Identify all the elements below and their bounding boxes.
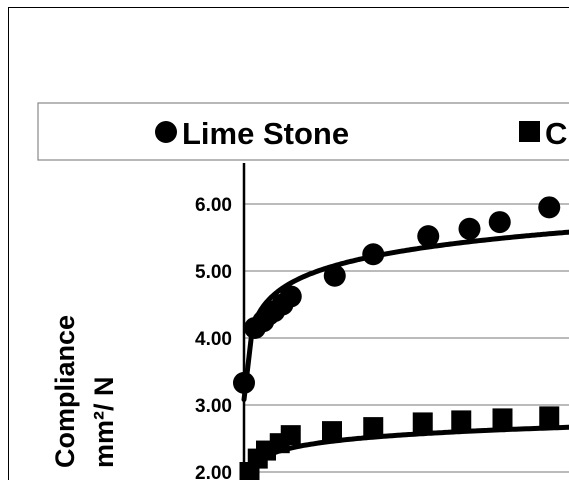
- trendlines: [241, 229, 569, 480]
- y-axis-title-line1: Compliance: [50, 315, 80, 468]
- data-marks: [233, 196, 561, 480]
- point-c-4: [280, 425, 301, 446]
- point-c-10: [539, 406, 560, 427]
- point-lime-stone-12: [538, 196, 561, 219]
- y-tick-labels: 2.00 3.00 4.00 5.00 6.00: [195, 195, 232, 480]
- point-c-9: [492, 408, 513, 429]
- legend-marker-lime-stone: [155, 121, 177, 143]
- point-c-7: [412, 412, 433, 433]
- y-tick-label-0: 2.00: [195, 463, 232, 480]
- y-tick-label-2: 4.00: [195, 329, 232, 350]
- point-c-8: [451, 410, 472, 431]
- y-axis-title: Compliance mm²/ N: [50, 315, 119, 468]
- chart-frame: [8, 7, 569, 480]
- legend-label-c: C: [545, 116, 567, 151]
- trendline-0: [241, 229, 569, 403]
- legend-box: [37, 102, 569, 161]
- point-lime-stone-0: [233, 371, 255, 394]
- point-c-5: [322, 421, 342, 442]
- point-c-6: [363, 417, 384, 438]
- y-tick-label-1: 3.00: [195, 396, 232, 417]
- gridlines: [244, 203, 569, 473]
- point-lime-stone-10: [458, 217, 481, 240]
- point-lime-stone-8: [362, 243, 385, 266]
- y-axis-title-line2: mm²/ N: [89, 376, 119, 468]
- legend-marker-c: [519, 121, 540, 142]
- point-lime-stone-9: [417, 225, 440, 248]
- point-lime-stone-6: [279, 285, 302, 308]
- point-lime-stone-11: [488, 211, 511, 234]
- y-tick-label-4: 6.00: [195, 195, 232, 216]
- trendline-1: [244, 424, 569, 480]
- point-lime-stone-7: [323, 264, 346, 287]
- y-tick-label-3: 5.00: [195, 262, 232, 283]
- legend-label-lime-stone: Lime Stone: [182, 116, 349, 151]
- legend: Lime Stone C: [37, 102, 569, 161]
